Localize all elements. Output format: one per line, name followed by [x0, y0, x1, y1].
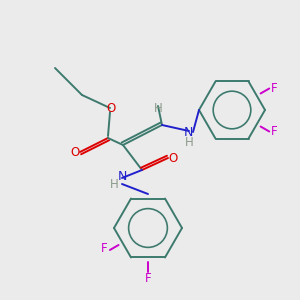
Text: F: F — [145, 272, 151, 286]
Text: O: O — [106, 101, 116, 115]
Text: F: F — [271, 82, 278, 95]
Text: N: N — [117, 170, 127, 184]
Text: O: O — [70, 146, 80, 158]
Text: H: H — [110, 178, 118, 190]
Text: H: H — [184, 136, 194, 148]
Text: F: F — [100, 242, 107, 256]
Text: F: F — [271, 125, 278, 138]
Text: O: O — [168, 152, 178, 164]
Text: H: H — [154, 101, 162, 115]
Text: N: N — [183, 127, 193, 140]
